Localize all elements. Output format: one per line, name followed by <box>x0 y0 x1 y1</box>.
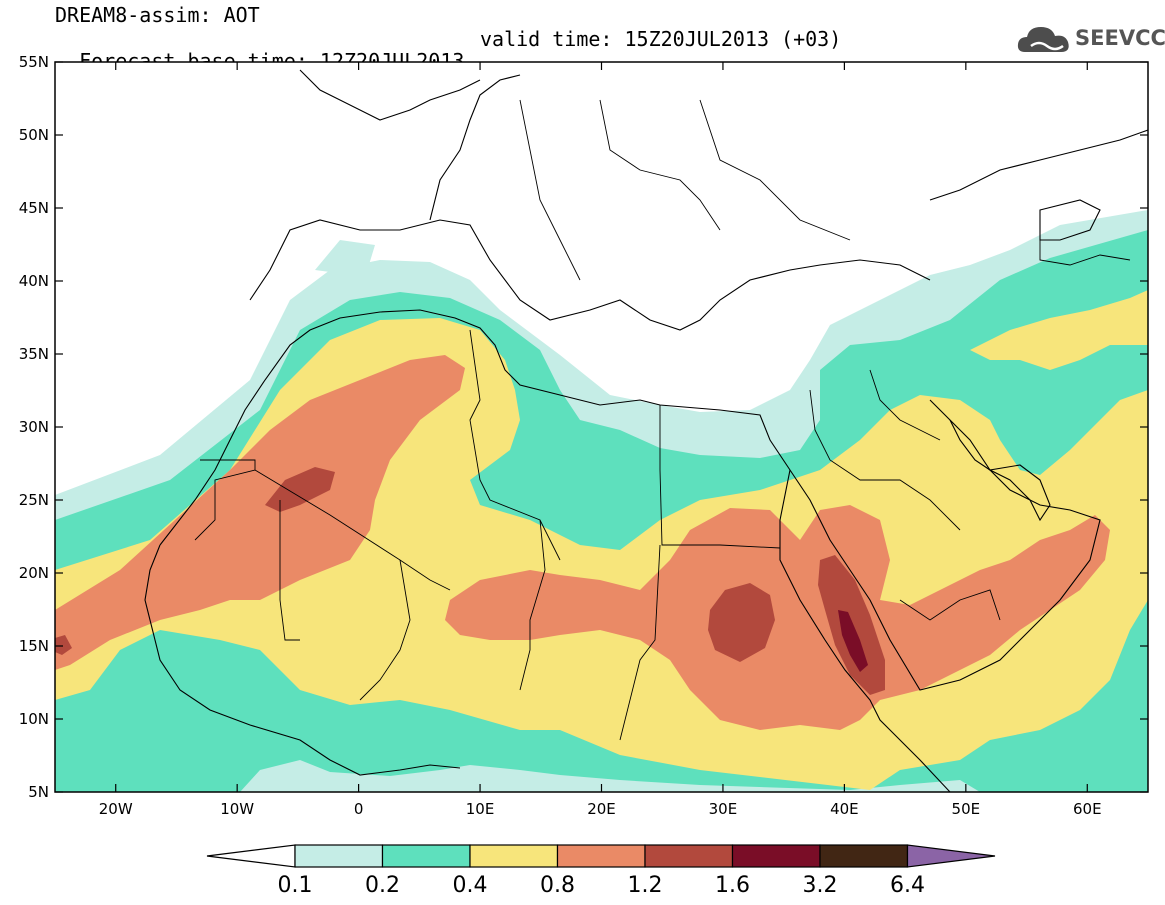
colorbar-label: 0.8 <box>540 873 575 898</box>
lat-tick-label: 45N <box>19 199 49 217</box>
lat-tick-label: 15N <box>19 637 49 655</box>
latitude-axis: 55N 50N 45N 40N 35N 30N 25N 20N 15N 10N 5N <box>19 53 1148 801</box>
lat-tick-label: 20N <box>19 564 49 582</box>
cloud-icon <box>1017 27 1069 52</box>
lon-tick-label: 50E <box>952 800 981 818</box>
lon-tick-label: 10W <box>220 800 254 818</box>
lat-tick-label: 30N <box>19 418 49 436</box>
lon-tick-label: 20E <box>587 800 616 818</box>
lon-tick-label: 10E <box>466 800 495 818</box>
colorbar-label: 1.6 <box>715 873 750 898</box>
colorbar-box <box>294 844 384 868</box>
aot-contour-1.6 <box>838 610 868 672</box>
colorbar-label: 0.2 <box>365 873 400 898</box>
colorbar-label: 3.2 <box>803 873 838 898</box>
colorbar-upper-triangle <box>906 844 996 868</box>
seevccc-logo: SEEVCCC <box>1017 22 1165 58</box>
lat-tick-label: 35N <box>19 345 49 363</box>
lat-tick-label: 25N <box>19 491 49 509</box>
colorbar-box <box>556 844 646 868</box>
valid-time: valid time: 15Z20JUL2013 (+03) <box>480 27 842 51</box>
colorbar-box <box>469 844 559 868</box>
longitude-axis: 20W 10W 0 10E 20E 30E 40E 50E 60E <box>99 62 1102 818</box>
lon-tick-label: 40E <box>830 800 859 818</box>
aot-colorbar: 0.1 0.2 0.4 0.8 1.2 1.6 3.2 6.4 <box>206 844 996 898</box>
colorbar-box <box>644 844 734 868</box>
lat-tick-label: 10N <box>19 710 49 728</box>
colorbar-box <box>731 844 821 868</box>
lon-tick-label: 30E <box>709 800 738 818</box>
lat-tick-label: 40N <box>19 272 49 290</box>
lon-tick-label: 20W <box>99 800 133 818</box>
colorbar-label: 1.2 <box>628 873 663 898</box>
lat-tick-label: 55N <box>19 53 49 71</box>
map-title: DREAM8-assim: AOT <box>55 3 260 27</box>
colorbar-label: 0.1 <box>278 873 313 898</box>
colorbar-label: 6.4 <box>890 873 925 898</box>
colorbar-lower-triangle <box>206 844 296 868</box>
lon-tick-label: 60E <box>1073 800 1102 818</box>
lat-tick-label: 5N <box>28 783 49 801</box>
colorbar-box <box>819 844 909 868</box>
colorbar-label: 0.4 <box>453 873 488 898</box>
logo-text: SEEVCCC <box>1075 26 1165 50</box>
country-borders <box>194 99 1131 741</box>
aot-field <box>55 62 1148 792</box>
colorbar-box <box>381 844 471 868</box>
lon-tick-label: 0 <box>354 800 364 818</box>
lat-tick-label: 50N <box>19 126 49 144</box>
